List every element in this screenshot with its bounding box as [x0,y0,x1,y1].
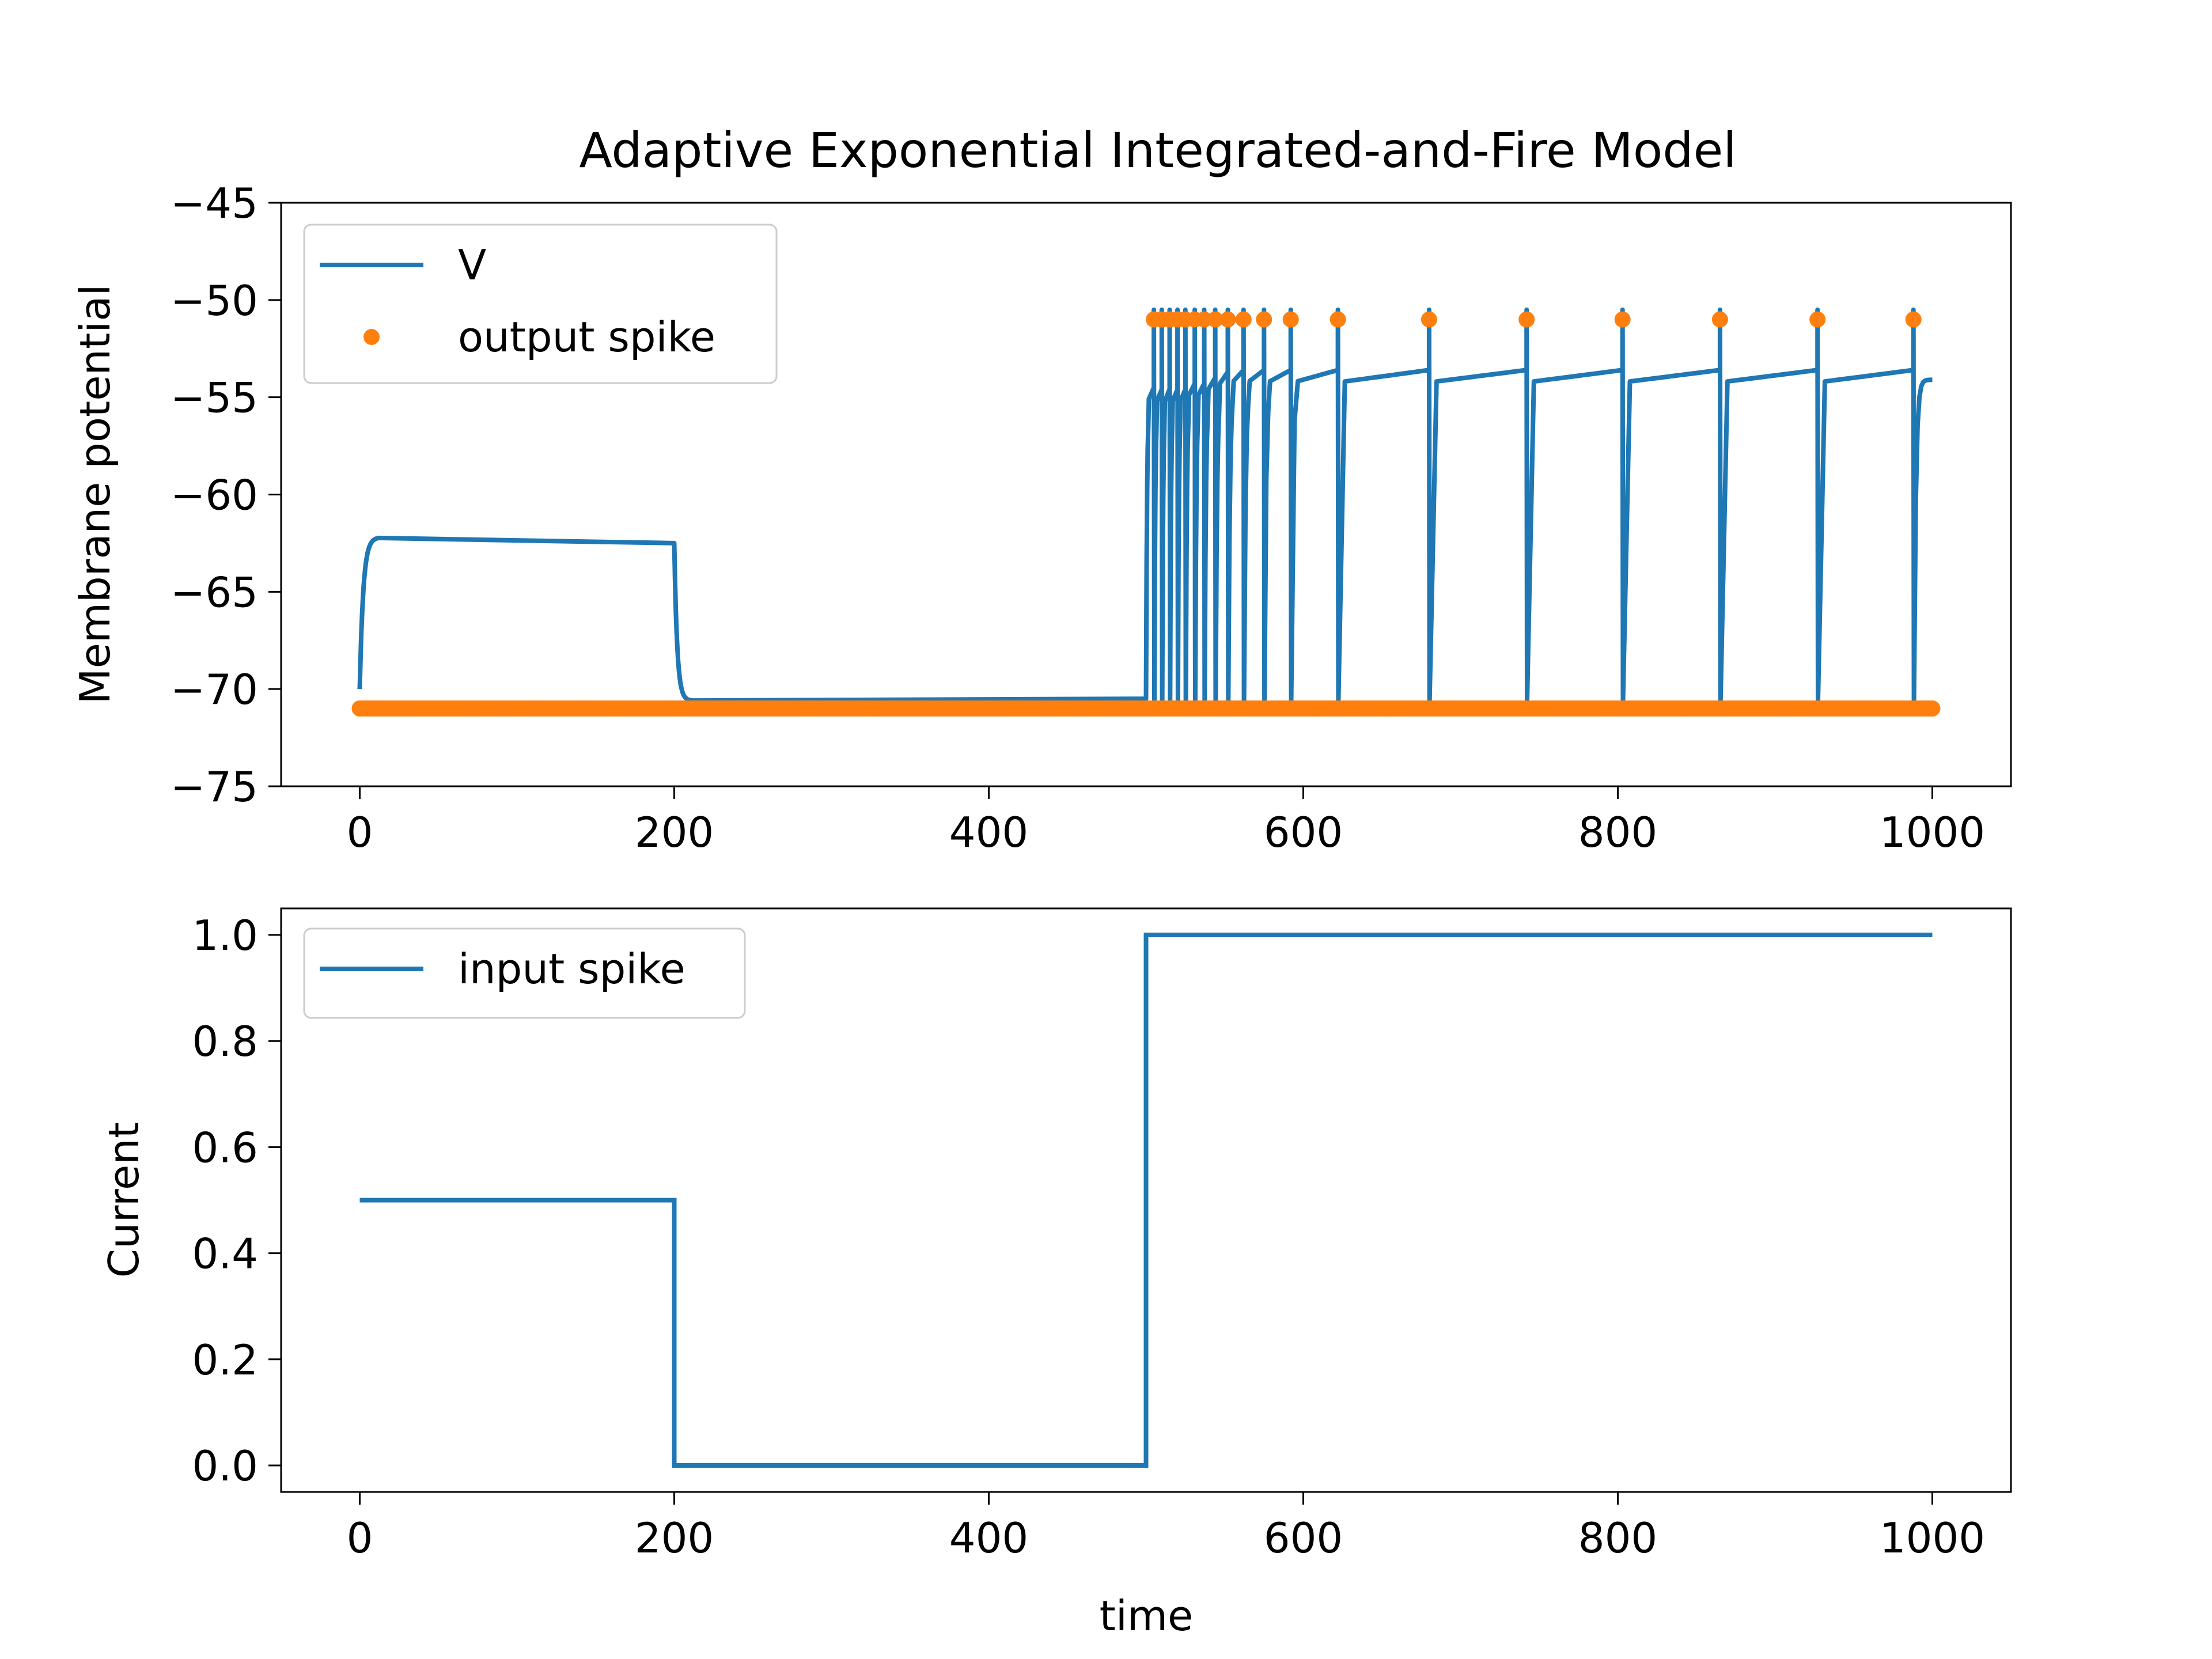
bottom-x-tick-label: 1000 [1880,1514,1985,1562]
legend-v-label: V [458,241,486,289]
bottom-axes-frame [280,907,2012,1493]
input-spike-series-line [359,933,1933,1468]
bottom-y-tick-label: 0.4 [192,1230,258,1278]
top-x-tick-label: 400 [949,808,1028,857]
output-spike-baseline-point [1924,700,1941,717]
top-x-ticks: 0 200 400 600 800 1000 [347,786,1985,857]
output-spike-point [1421,311,1437,328]
bottom-y-tick-label: 1.0 [192,911,258,960]
bottom-y-ticks: 0.0 0.2 0.4 0.6 0.8 1.0 [192,911,281,1490]
bottom-x-tick-label: 400 [949,1514,1028,1562]
bottom-y-tick-label: 0.0 [192,1442,258,1490]
bottom-legend-box [303,927,746,1019]
output-spike-point [1235,311,1252,328]
bottom-y-tick-label: 0.2 [192,1336,258,1384]
v-series-line [357,307,1933,703]
top-y-ticks: −75 −70 −65 −60 −55 −50 −45 [171,179,281,811]
bottom-x-tick-label: 600 [1264,1514,1343,1562]
bottom-x-axis-label: time [1100,1592,1194,1640]
top-y-tick-label: −75 [171,763,258,811]
top-legend: V output spike [303,224,778,384]
output-spike-point [1614,311,1631,328]
bottom-y-tick-label: 0.8 [192,1017,258,1066]
output-spike-point [1711,311,1728,328]
bottom-y-tick-label: 0.6 [192,1123,258,1172]
output-spike-point [1207,311,1224,328]
top-y-tick-label: −50 [171,276,258,325]
output-spike-point [1282,311,1299,328]
top-x-tick-label: 200 [635,808,714,857]
top-x-tick-label: 0 [347,808,373,857]
top-x-tick-label: 600 [1264,808,1343,857]
top-plot-area [351,307,1941,717]
bottom-panel: 0 200 400 600 800 1000 0.0 0.2 0.4 0.6 0.8 1.0 Cur… [100,907,2012,1640]
top-y-tick-label: −60 [171,471,258,520]
top-y-tick-label: −45 [171,179,258,228]
output-spike-point [1809,311,1826,328]
chart-title: Adaptive Exponential Integrated-and-Fire… [579,122,1736,179]
bottom-x-ticks: 0 200 400 600 800 1000 [347,1492,1985,1562]
output-spike-point [1330,311,1346,328]
top-x-tick-label: 800 [1578,808,1657,857]
legend-spike-marker-swatch [363,329,380,345]
legend-output-spike-label: output spike [458,313,715,361]
top-y-axis-label: Membrane potential [71,284,119,704]
top-y-tick-label: −55 [171,374,258,422]
bottom-plot-area [359,933,1933,1468]
output-spike-point [1256,311,1272,328]
legend-input-spike-label: input spike [458,945,685,993]
top-y-tick-label: −65 [171,568,258,616]
bottom-y-axis-label: Current [100,1122,148,1278]
bottom-x-tick-label: 200 [635,1514,714,1562]
output-spike-point [1518,311,1535,328]
output-spike-point [1905,311,1922,328]
top-y-tick-label: −70 [171,665,258,714]
bottom-x-tick-label: 0 [347,1514,373,1562]
bottom-x-tick-label: 800 [1578,1514,1657,1562]
top-panel: 0 200 400 600 800 1000 −75−70−65−60−55−50−45 … [71,179,2012,857]
top-x-tick-label: 1000 [1880,808,1985,857]
output-spike-point [1219,311,1236,328]
bottom-legend: input spike [303,927,746,1019]
